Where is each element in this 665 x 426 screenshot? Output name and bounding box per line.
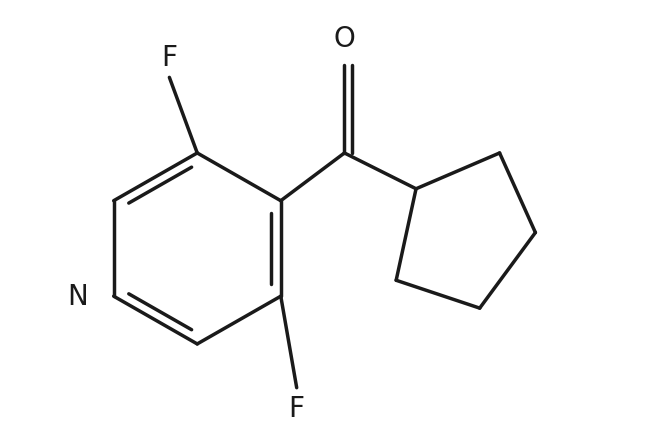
Text: F: F <box>289 394 305 422</box>
Text: N: N <box>68 282 88 311</box>
Text: F: F <box>162 44 178 72</box>
Text: O: O <box>334 25 355 52</box>
